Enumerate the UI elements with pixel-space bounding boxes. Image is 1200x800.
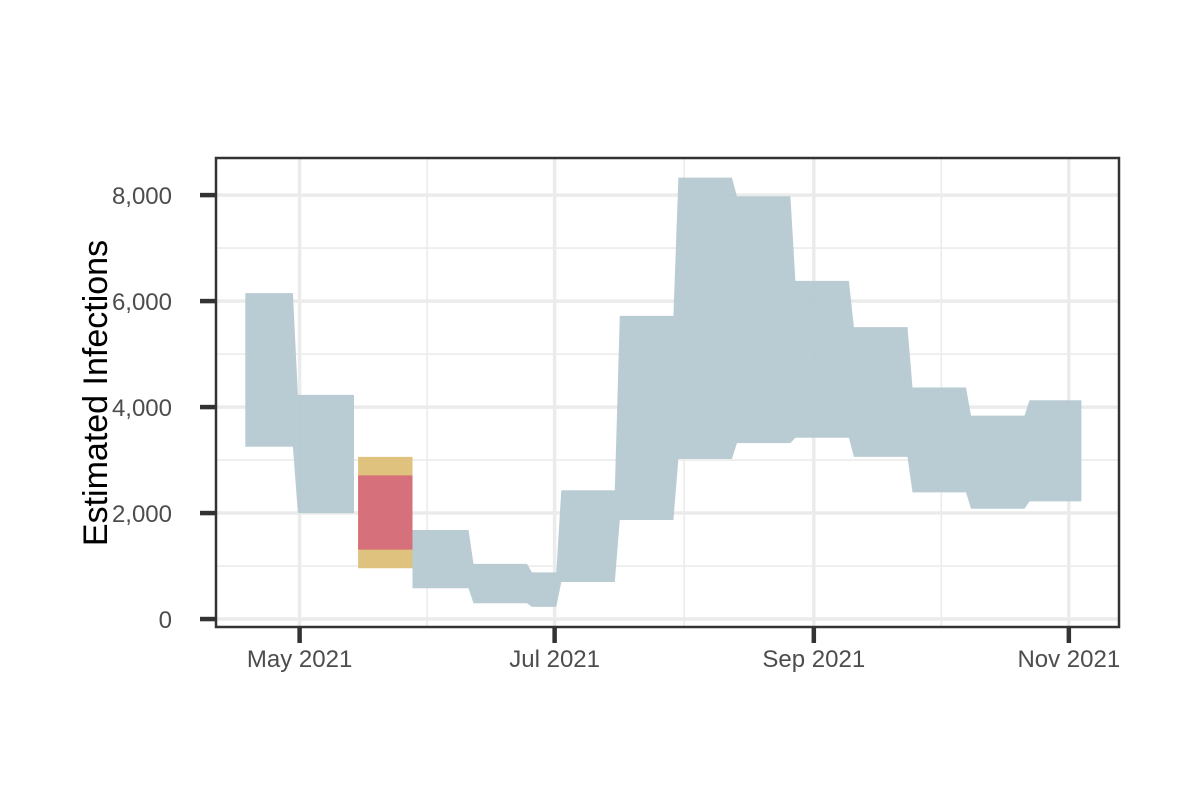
estimate-band <box>412 177 1082 607</box>
y-axis-title: Estimated Infections <box>77 240 115 546</box>
y-tick-label: 4,000 <box>112 395 172 422</box>
panel-border <box>214 156 1121 629</box>
estimate-band <box>245 293 354 514</box>
y-tick-label: 0 <box>159 607 172 634</box>
estimate-band <box>358 475 413 550</box>
bands-layer <box>245 177 1082 607</box>
x-tick-label: May 2021 <box>247 646 352 673</box>
x-tick-label: Sep 2021 <box>762 646 865 673</box>
axes-layer: May 2021 Jul 2021 Sep 2021 Nov 2021 0 2,000 4,… <box>112 183 1120 673</box>
y-tick-label: 8,000 <box>112 183 172 210</box>
x-tick-label: Nov 2021 <box>1017 646 1120 673</box>
x-tick-label: Jul 2021 <box>509 646 600 673</box>
y-tick-label: 6,000 <box>112 289 172 316</box>
y-tick-label: 2,000 <box>112 501 172 528</box>
